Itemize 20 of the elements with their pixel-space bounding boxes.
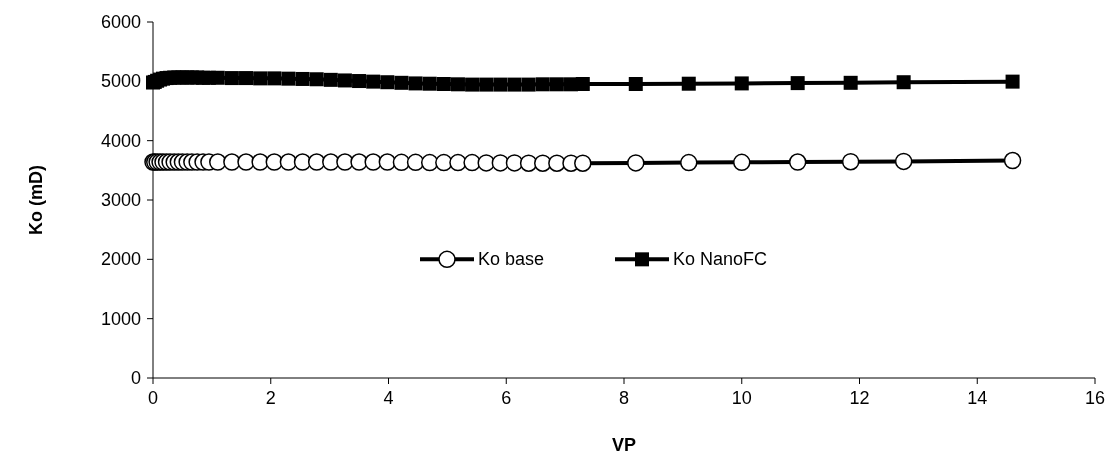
x-axis-title: VP bbox=[611, 435, 637, 455]
y-tick-label: 1000 bbox=[100, 308, 141, 329]
y-tick-label: 3000 bbox=[100, 190, 141, 210]
y-axis-title: Ko (mD) bbox=[26, 165, 46, 235]
y-tick-label: 2000 bbox=[100, 249, 141, 270]
y-tick-label: 5000 bbox=[100, 71, 141, 92]
x-tick-label: 16 bbox=[1084, 388, 1106, 408]
x-tick-label: 12 bbox=[849, 388, 870, 408]
y-tick-label: 4000 bbox=[100, 130, 141, 151]
x-tick-label: 2 bbox=[265, 388, 276, 408]
x-tick-label: 8 bbox=[618, 388, 630, 408]
y-tick-label: 0 bbox=[130, 368, 141, 388]
legend-label: Ko NanoFC bbox=[673, 249, 768, 270]
x-tick-label: 10 bbox=[731, 388, 752, 408]
x-tick-label: 0 bbox=[147, 388, 159, 408]
legend-label: Ko base bbox=[478, 249, 545, 270]
x-tick-label: 4 bbox=[383, 388, 394, 408]
x-tick-label: 6 bbox=[501, 388, 512, 408]
x-tick-label: 14 bbox=[967, 388, 988, 408]
y-tick-label: 6000 bbox=[100, 12, 141, 32]
